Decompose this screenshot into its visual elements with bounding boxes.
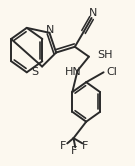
Text: S: S [31, 67, 38, 77]
Text: N: N [89, 8, 98, 18]
Text: Cl: Cl [106, 67, 117, 77]
Text: F: F [60, 141, 66, 151]
Text: SH: SH [97, 50, 112, 60]
Text: F: F [81, 141, 88, 151]
Text: N: N [46, 25, 54, 35]
Text: HN: HN [65, 67, 82, 77]
Text: F: F [71, 146, 77, 156]
